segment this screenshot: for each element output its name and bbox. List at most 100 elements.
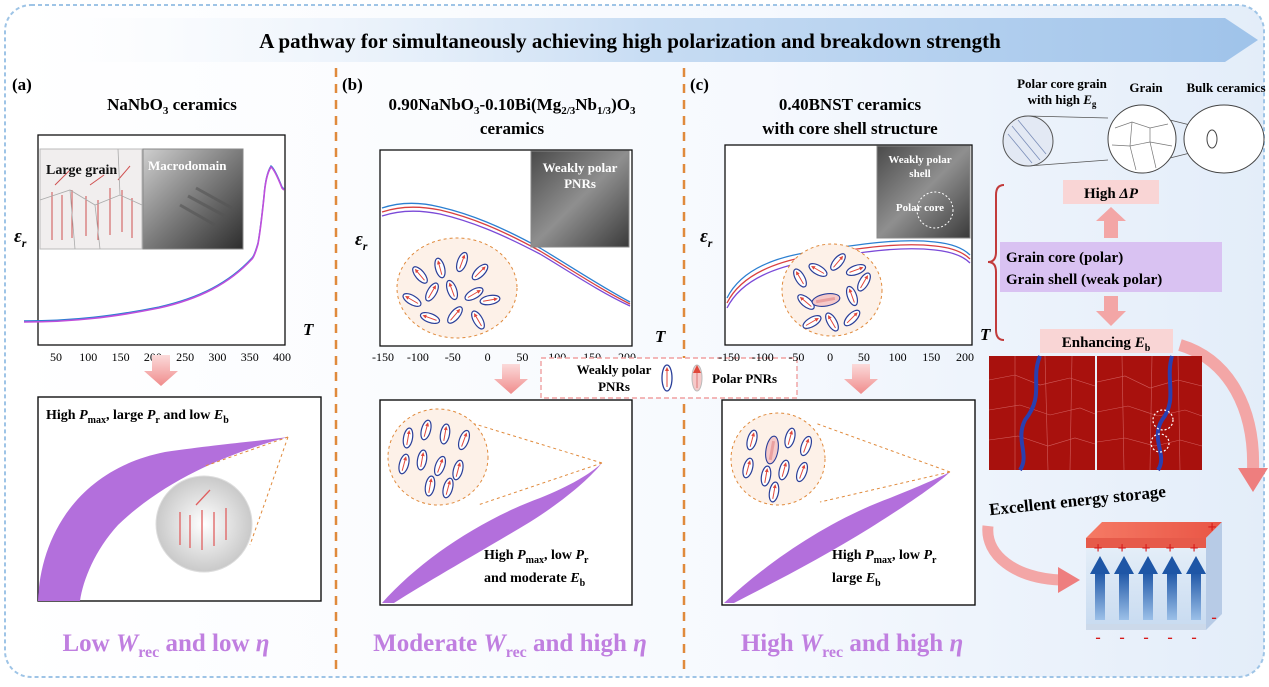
minus-sign: - bbox=[1143, 629, 1148, 646]
weak-pnr bbox=[416, 449, 428, 471]
weak-pnr bbox=[742, 457, 754, 479]
bulk-ceramic-grain-mark bbox=[1206, 129, 1218, 149]
x-tick-label: 100 bbox=[79, 350, 97, 364]
x-tick-label: 100 bbox=[889, 350, 907, 364]
panel-c-inset-line2: shell bbox=[909, 168, 930, 180]
panel-b-pnrs bbox=[402, 251, 501, 330]
legend-weak-line2: PNRs bbox=[598, 379, 630, 394]
weak-pnr bbox=[830, 253, 846, 271]
plus-sign: + bbox=[1093, 540, 1102, 557]
zoom-line-a1 bbox=[204, 436, 289, 467]
weak-pnr bbox=[471, 263, 489, 281]
x-tick-label: 0 bbox=[827, 350, 833, 364]
panel-b-inset-line2: PNRs bbox=[564, 176, 596, 191]
grain-icon-boundaries bbox=[1111, 121, 1173, 171]
weak-pnr bbox=[843, 309, 861, 327]
weak-pnr bbox=[760, 465, 772, 487]
panel-a-loop-caption: High Pmax, large Pr and low Eb bbox=[46, 408, 229, 426]
pnr-legend: Weakly polar PNRs Polar PNRs bbox=[540, 357, 798, 399]
x-tick-label: 50 bbox=[50, 350, 62, 364]
panel-a-conclusion: Low Wrec and low η bbox=[62, 630, 269, 661]
panel-a-grain-inset bbox=[39, 148, 143, 250]
weak-pnr bbox=[808, 263, 828, 277]
bulk-ceramic-icon bbox=[1183, 104, 1265, 174]
panel-c-label: (c) bbox=[690, 75, 709, 94]
breakdown-path-2 bbox=[1155, 355, 1174, 472]
minus-sign: - bbox=[1191, 629, 1196, 646]
curved-arrow-left bbox=[982, 525, 1061, 586]
minus-sign: - bbox=[1119, 629, 1124, 646]
panel-b-conclusion: Moderate Wrec and high η bbox=[373, 630, 647, 661]
panel-a-x-ticks: 50100150200250300350400 bbox=[50, 350, 291, 364]
x-tick-label: 150 bbox=[112, 350, 130, 364]
panel-b-title-line2: ceramics bbox=[480, 119, 545, 138]
grain-core-label: Grain core (polar) bbox=[1006, 250, 1123, 266]
x-tick-label: 50 bbox=[858, 350, 870, 364]
panel-c-curve-2 bbox=[726, 244, 971, 304]
panel-a-y-label: εr bbox=[14, 226, 27, 250]
panel-b-pnr-cluster bbox=[396, 237, 518, 339]
panel-b-down-arrow bbox=[494, 364, 528, 394]
panel-a-curve-2 bbox=[23, 165, 285, 323]
grain-icon bbox=[1107, 104, 1177, 174]
plus-sign: + bbox=[1207, 519, 1216, 536]
panel-c-tem-inset bbox=[876, 145, 971, 239]
weak-pnr bbox=[784, 427, 796, 449]
core-shell-box bbox=[1000, 242, 1222, 292]
x-tick-label: 150 bbox=[922, 350, 940, 364]
weak-pnr bbox=[398, 453, 410, 475]
x-tick-label: -100 bbox=[407, 350, 429, 364]
x-tick-label: -150 bbox=[718, 350, 740, 364]
figure-title: A pathway for simultaneously achieving h… bbox=[259, 29, 1001, 53]
panel-a: (a) NaNbO3 ceramics Large grain Macrodom… bbox=[12, 75, 322, 661]
cube-top-electrode bbox=[1086, 538, 1206, 548]
breakdown-path-1 bbox=[1018, 355, 1042, 472]
inset-large-grain-label: Large grain bbox=[46, 163, 117, 178]
panel-c-loop-caption-2: large Eb bbox=[832, 571, 881, 589]
legend-polar-label: Polar PNRs bbox=[712, 371, 777, 386]
breakdown-map-1 bbox=[989, 356, 1095, 470]
weak-pnr bbox=[825, 312, 839, 332]
cube-top-face bbox=[1086, 522, 1222, 538]
panel-a-grain-boundaries bbox=[39, 148, 143, 250]
panel-c-hysteresis-loop bbox=[724, 472, 950, 603]
breakdown-map-grains bbox=[988, 355, 1203, 471]
panel-c-pnrs bbox=[793, 253, 871, 332]
panel-b-inset-line1: Weakly polar bbox=[543, 160, 618, 175]
panel-b-title-line1: 0.90NaNbO3-0.10Bi(Mg2/3Nb1/3)O3 bbox=[389, 95, 636, 117]
panel-a-grain-pattern bbox=[51, 165, 133, 240]
x-tick-label: 350 bbox=[241, 350, 259, 364]
weak-pnr bbox=[402, 427, 414, 449]
panel-a-label: (a) bbox=[12, 75, 32, 94]
enhancing-eb-box bbox=[1040, 329, 1173, 353]
panel-a-x-label: T bbox=[303, 320, 314, 339]
capacitor-cube: + + + + ++ - - - - -- bbox=[1086, 519, 1222, 646]
zoom-line-b2 bbox=[477, 462, 603, 506]
weak-pnr bbox=[445, 279, 459, 301]
panel-b-loop-caption-2: and moderate Eb bbox=[484, 571, 586, 589]
panel-c-conclusion: High Wrec and high η bbox=[741, 630, 963, 661]
weak-pnr bbox=[795, 461, 809, 483]
mechanism-column: Polar core grain with high Eg Grain Bulk… bbox=[982, 76, 1268, 646]
polar-core-label-1: Polar core grain bbox=[1017, 76, 1108, 91]
panel-c-y-label: εr bbox=[700, 226, 713, 250]
weak-pnr bbox=[464, 287, 484, 301]
plus-sign: + bbox=[1165, 540, 1174, 557]
panel-b: (b) 0.90NaNbO3-0.10Bi(Mg2/3Nb1/3)O3 cera… bbox=[342, 75, 666, 661]
grain-label: Grain bbox=[1129, 80, 1163, 95]
curved-arrow-right-head bbox=[1238, 468, 1268, 492]
weak-pnr bbox=[425, 282, 439, 302]
weak-pnr bbox=[471, 310, 485, 330]
curved-arrow-right bbox=[1178, 339, 1260, 471]
weak-pnr bbox=[479, 294, 501, 306]
weak-pnr bbox=[447, 306, 463, 324]
panel-c-title-line2: with core shell structure bbox=[762, 119, 938, 138]
up-arrow bbox=[1096, 207, 1126, 238]
panel-c-x-ticks: -150 -100 -50 0 50 100 150 200 bbox=[718, 350, 974, 364]
cube-bottom-electrode bbox=[1086, 624, 1206, 630]
weak-pnr bbox=[424, 475, 436, 497]
bulk-ceramics-label: Bulk ceramics bbox=[1186, 80, 1265, 95]
panel-c-curve-1 bbox=[726, 240, 971, 299]
plus-sign: + bbox=[1117, 540, 1126, 557]
